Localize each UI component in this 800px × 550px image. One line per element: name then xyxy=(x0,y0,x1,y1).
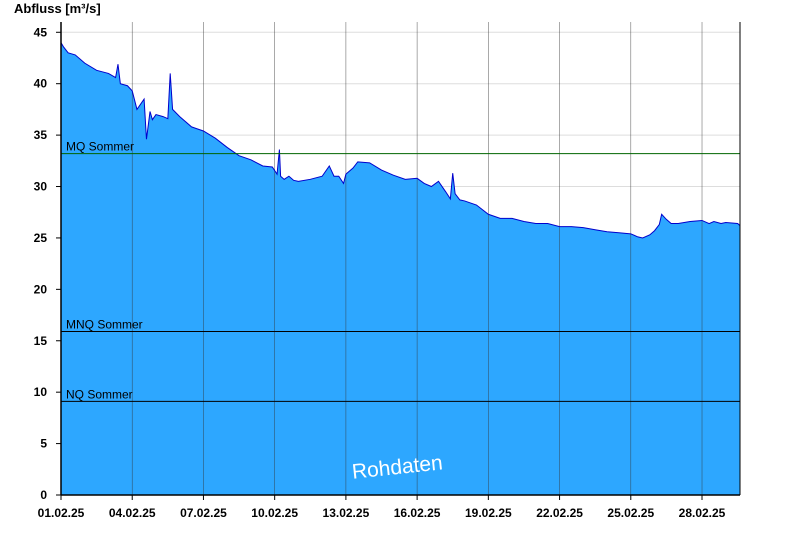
y-tick-label: 10 xyxy=(34,385,48,399)
x-tick-label: 22.02.25 xyxy=(536,506,583,520)
y-ticks: 0 5 10 15 20 25 30 35 40 45 xyxy=(34,25,61,502)
x-tick-label: 04.02.25 xyxy=(109,506,156,520)
x-tick-label: 07.02.25 xyxy=(180,506,227,520)
reference-line-label: MQ Sommer xyxy=(66,140,134,154)
y-tick-label: 20 xyxy=(34,282,48,296)
x-tick-label: 01.02.25 xyxy=(38,506,85,520)
discharge-line xyxy=(60,42,741,239)
y-tick-label: 45 xyxy=(34,25,48,39)
y-tick-label: 15 xyxy=(34,334,48,348)
discharge-area xyxy=(61,42,740,495)
y-axis-label: Abfluss [m³/s] xyxy=(14,1,101,16)
y-tick-label: 40 xyxy=(34,77,48,91)
vertical-gridlines xyxy=(131,22,703,495)
x-tick-label: 25.02.25 xyxy=(607,506,654,520)
reference-line-label: MNQ Sommer xyxy=(66,318,143,332)
y-tick-label: 25 xyxy=(34,231,48,245)
x-tick-label: 10.02.25 xyxy=(251,506,298,520)
reference-line-label: NQ Sommer xyxy=(66,387,133,401)
x-tick-label: 19.02.25 xyxy=(465,506,512,520)
x-tick-label: 16.02.25 xyxy=(394,506,441,520)
y-tick-label: 0 xyxy=(40,488,47,502)
x-tick-label: 28.02.25 xyxy=(679,506,726,520)
y-tick-label: 35 xyxy=(34,128,48,142)
x-ticks: 01.02.25 04.02.25 07.02.25 10.02.25 13.02.25… xyxy=(38,495,726,520)
y-tick-label: 30 xyxy=(34,180,48,194)
x-tick-label: 13.02.25 xyxy=(323,506,370,520)
y-tick-label: 5 xyxy=(40,437,47,451)
reference-lines: MQ Sommer MNQ Sommer NQ Sommer xyxy=(61,140,740,402)
